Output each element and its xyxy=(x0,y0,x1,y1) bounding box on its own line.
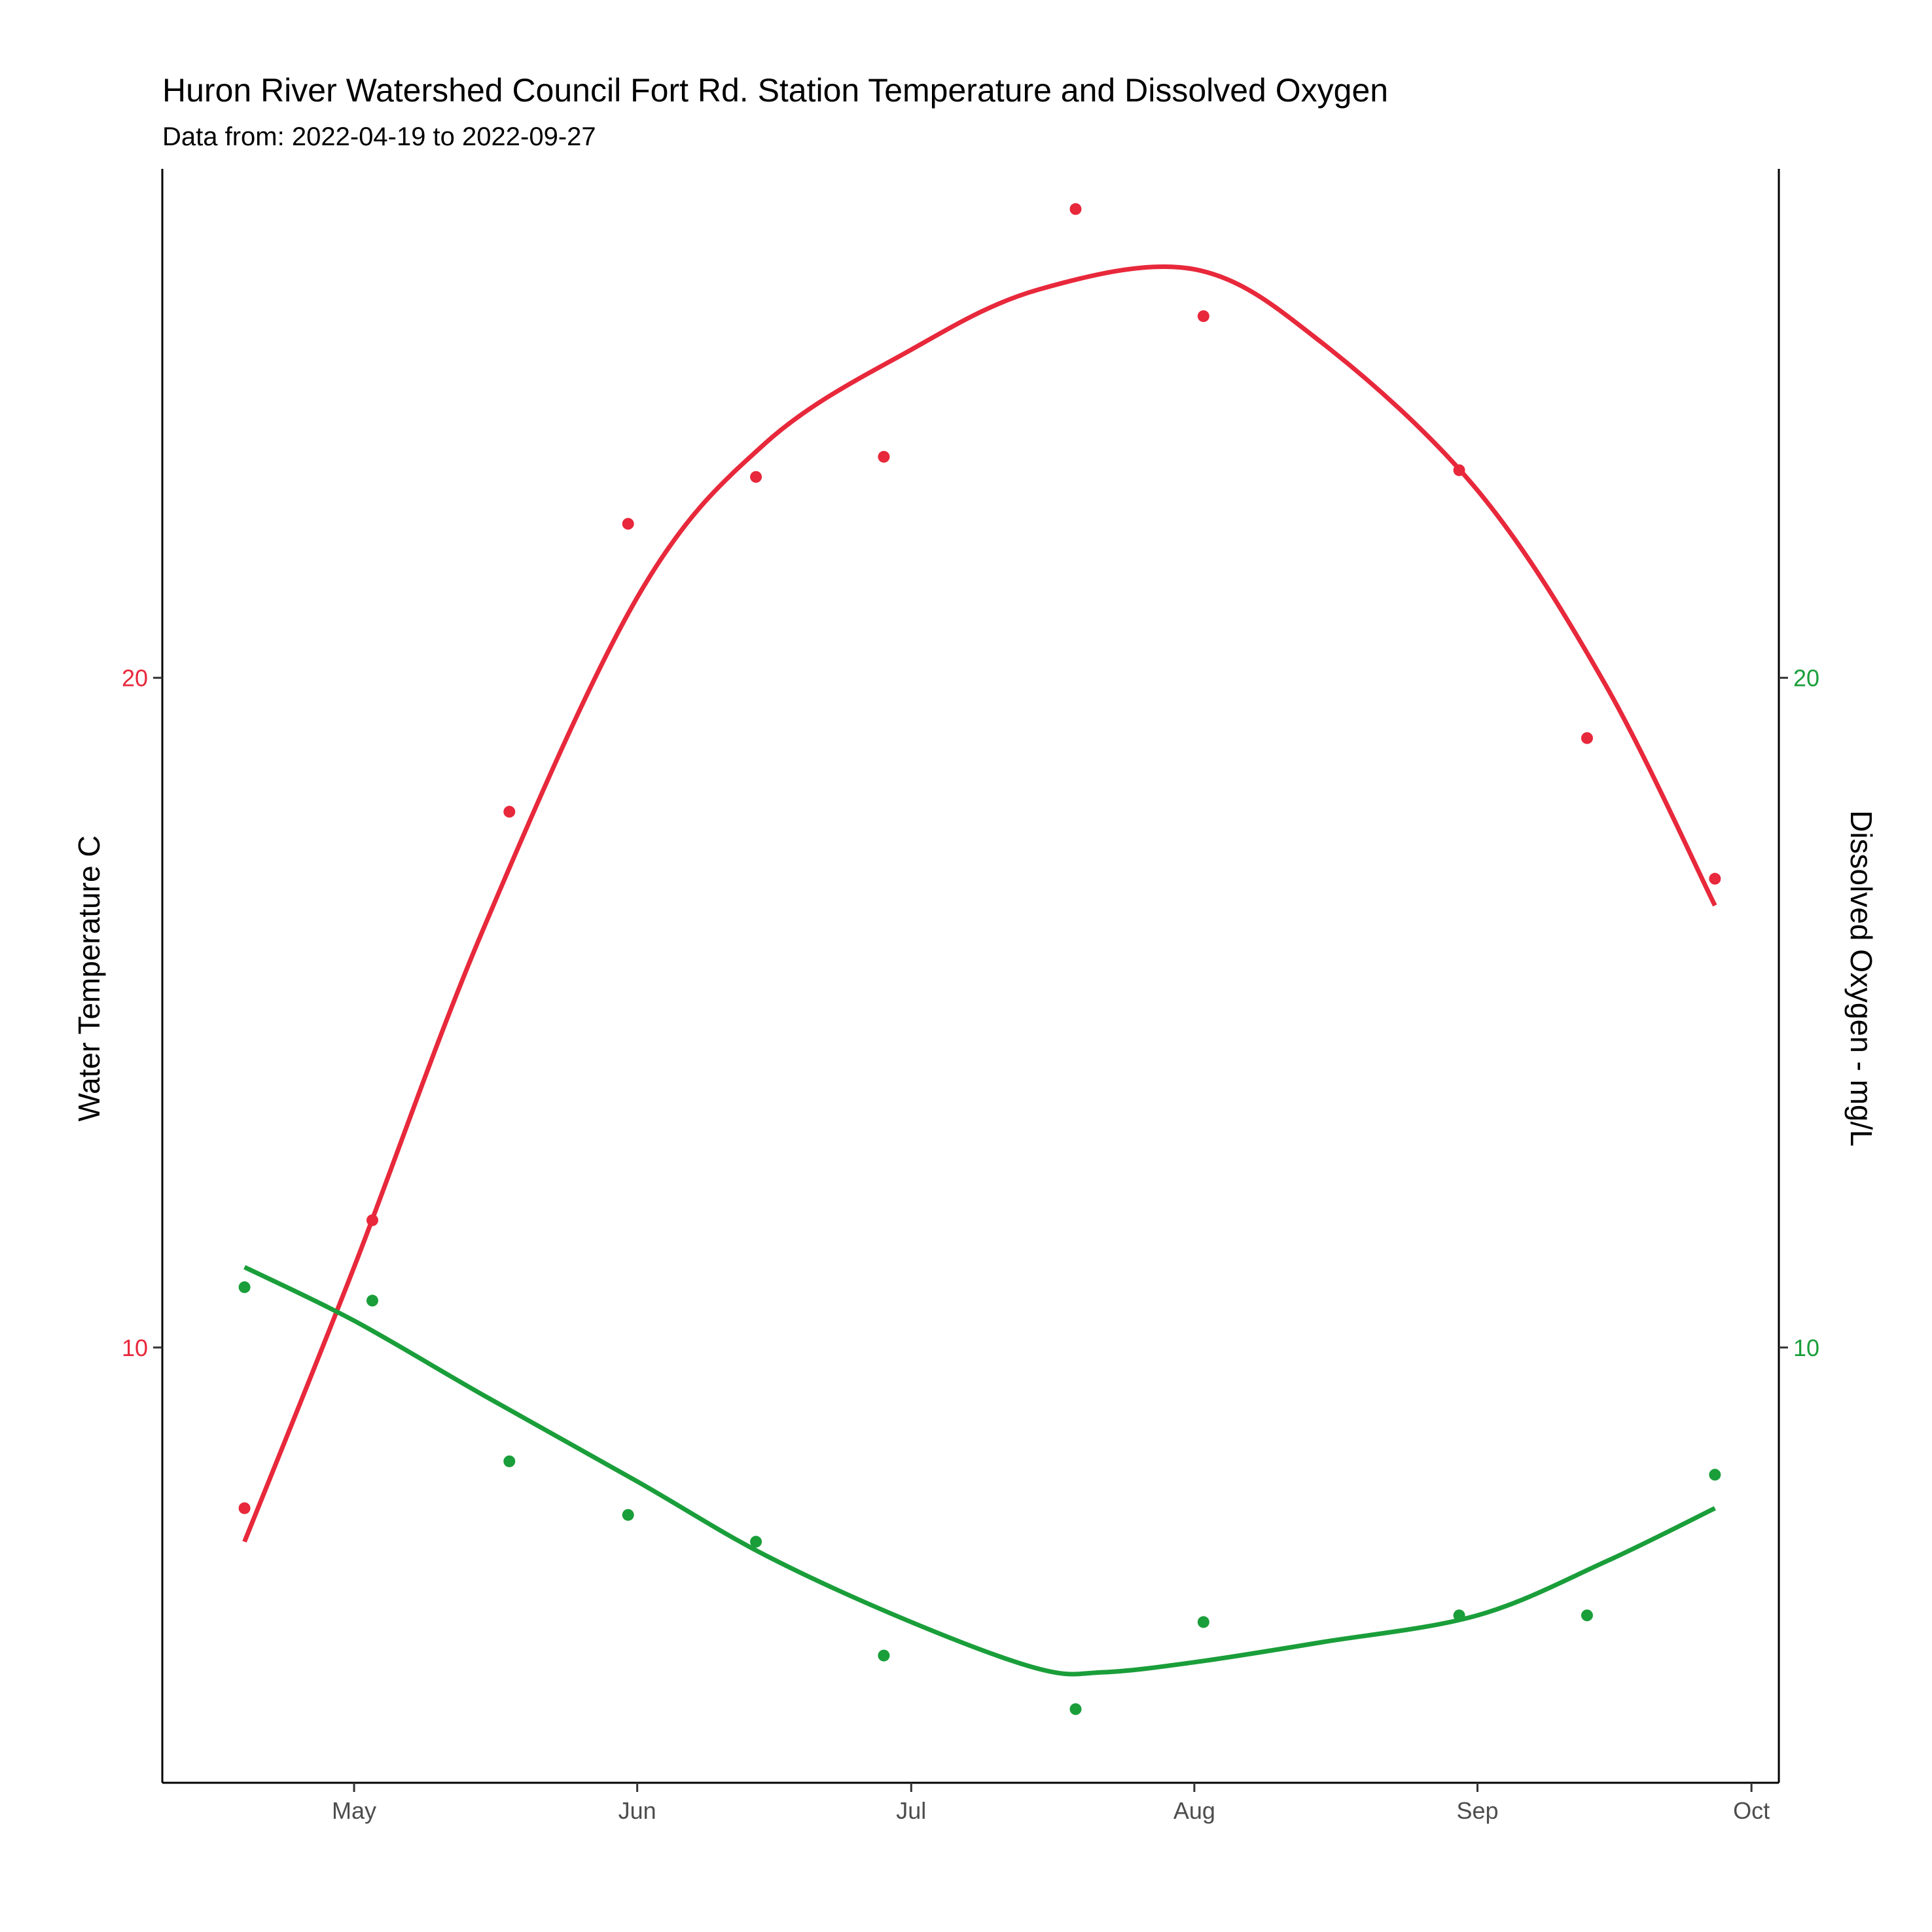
y-tick-label-left: 10 xyxy=(122,1334,148,1361)
oxygen-point xyxy=(238,1281,251,1293)
x-tick-label: Jul xyxy=(896,1797,926,1824)
temperature-point xyxy=(1197,310,1209,323)
oxygen-point xyxy=(622,1509,634,1521)
x-tick-label: Sep xyxy=(1456,1797,1498,1824)
oxygen-point xyxy=(366,1295,378,1307)
oxygen-point xyxy=(1069,1703,1082,1715)
oxygen-point xyxy=(750,1535,762,1548)
oxygen-point xyxy=(1197,1616,1209,1628)
y-tick-label-right: 10 xyxy=(1793,1334,1819,1361)
y-axis-left-title: Water Temperature C xyxy=(72,835,106,1121)
x-tick-label: Oct xyxy=(1733,1797,1770,1824)
oxygen-point xyxy=(1709,1469,1721,1481)
chart-title: Huron River Watershed Council Fort Rd. S… xyxy=(162,72,1388,109)
temperature-point xyxy=(622,518,634,530)
temperature-point xyxy=(878,450,890,463)
y-tick-label-right: 20 xyxy=(1793,665,1819,692)
oxygen-point xyxy=(1453,1609,1465,1622)
temperature-point xyxy=(238,1502,251,1514)
temperature-point xyxy=(503,806,516,818)
oxygen-point xyxy=(503,1455,516,1467)
oxygen-smooth-line xyxy=(243,1264,1716,1677)
temperature-point xyxy=(750,471,762,483)
temperature-point xyxy=(366,1214,378,1226)
temperature-smooth-line xyxy=(242,264,1717,1543)
x-tick-label: Aug xyxy=(1173,1797,1215,1824)
y-axis-right-title: Dissolved Oxygen - mg/L xyxy=(1844,810,1878,1147)
data-marks xyxy=(238,203,1721,1715)
oxygen-point xyxy=(1581,1609,1593,1622)
oxygen-point xyxy=(878,1649,890,1662)
x-tick-label: Jun xyxy=(618,1797,656,1824)
x-tick-label: May xyxy=(332,1797,376,1824)
axis-ticks: May Jun Jul Aug Sep Oct 10 20 10 20 xyxy=(122,665,1819,1824)
temperature-point xyxy=(1709,872,1721,885)
temperature-point xyxy=(1069,203,1082,215)
y-tick-label-left: 20 xyxy=(122,665,148,692)
temperature-point xyxy=(1453,464,1465,476)
temperature-point xyxy=(1581,732,1593,744)
chart-subtitle: Data from: 2022-04-19 to 2022-09-27 xyxy=(162,122,596,151)
